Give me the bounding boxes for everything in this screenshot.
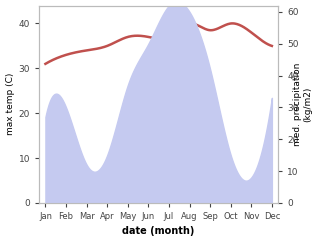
X-axis label: date (month): date (month) [122,227,195,236]
Y-axis label: max temp (C): max temp (C) [5,73,15,135]
Y-axis label: med. precipitation
(kg/m2): med. precipitation (kg/m2) [293,62,313,146]
